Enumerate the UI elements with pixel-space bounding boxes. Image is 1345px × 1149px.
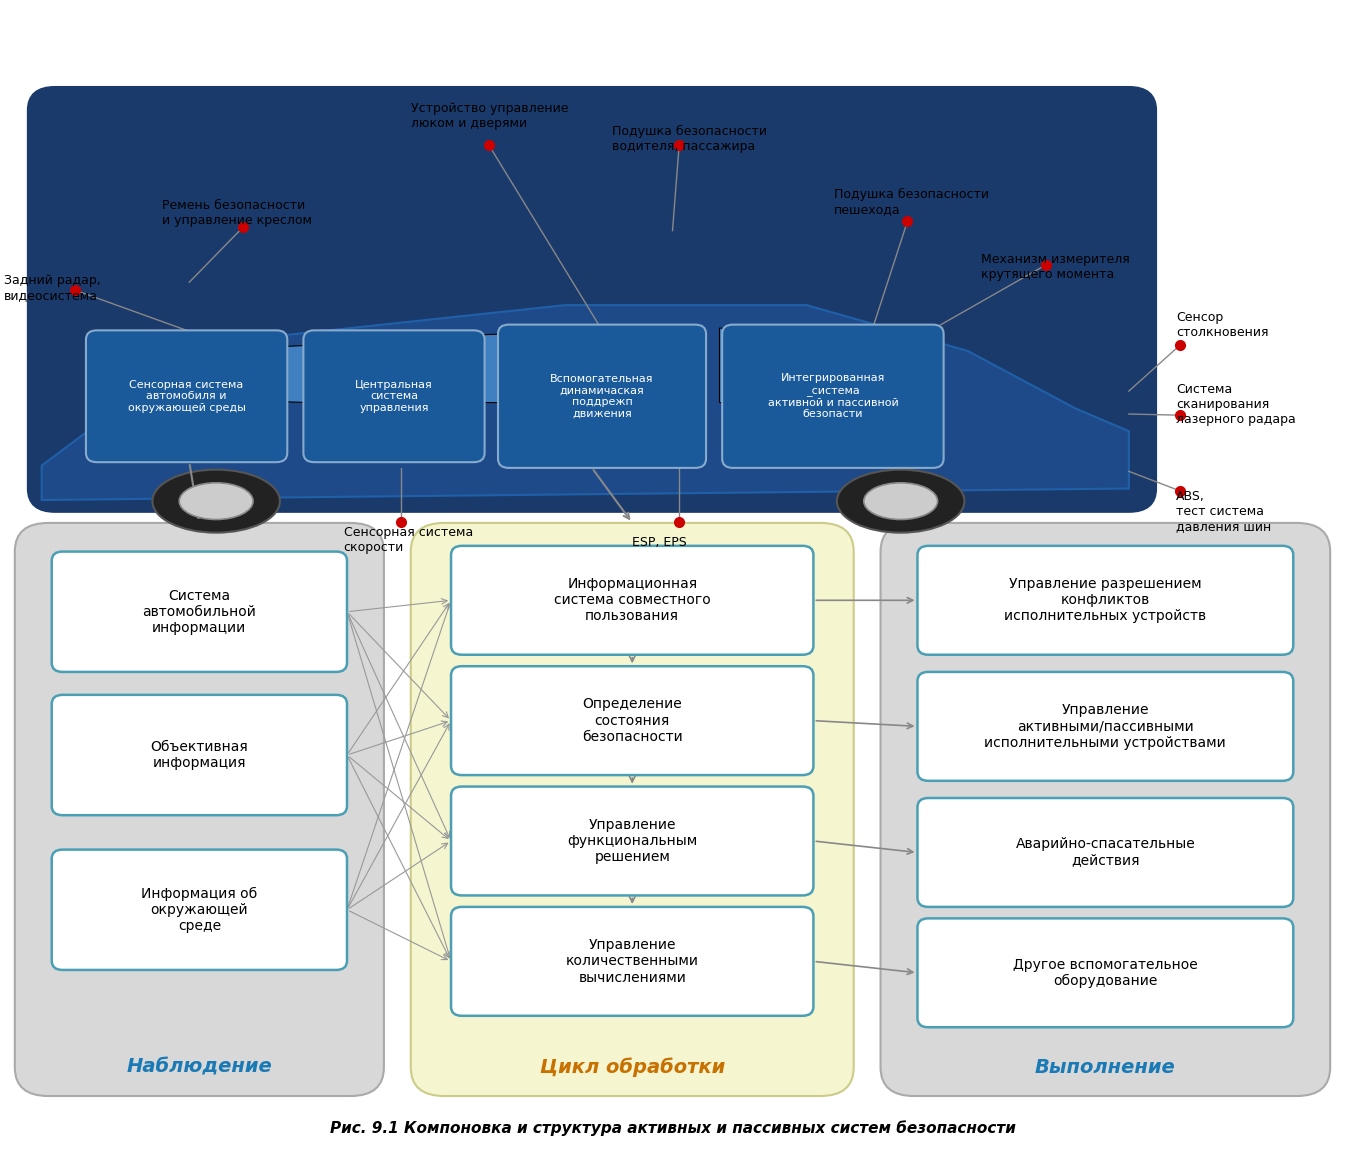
Text: Сенсор
столкновения: Сенсор столкновения <box>1176 310 1268 339</box>
Polygon shape <box>42 306 1128 500</box>
FancyBboxPatch shape <box>881 523 1330 1096</box>
FancyBboxPatch shape <box>451 546 814 655</box>
FancyBboxPatch shape <box>51 849 347 970</box>
FancyBboxPatch shape <box>410 523 854 1096</box>
Ellipse shape <box>179 483 253 519</box>
FancyBboxPatch shape <box>86 331 288 462</box>
Text: Устройство управление
люком и дверями: Устройство управление люком и дверями <box>410 102 569 130</box>
Text: ESP, EPS: ESP, EPS <box>632 535 687 549</box>
Text: Задний радар,
видеосистема: Задний радар, видеосистема <box>4 273 101 302</box>
Text: Рис. 9.1 Компоновка и структура активных и пассивных систем безопасности: Рис. 9.1 Компоновка и структура активных… <box>330 1120 1015 1136</box>
FancyBboxPatch shape <box>451 787 814 895</box>
FancyBboxPatch shape <box>304 331 484 462</box>
Polygon shape <box>331 334 511 402</box>
Text: Система
сканирования
лазерного радара: Система сканирования лазерного радара <box>1176 384 1295 426</box>
Polygon shape <box>720 329 915 402</box>
Text: Информационная
система совместного
пользования: Информационная система совместного польз… <box>554 577 710 624</box>
Text: Управление
активными/пассивными
исполнительными устройствами: Управление активными/пассивными исполнит… <box>985 703 1227 749</box>
FancyBboxPatch shape <box>451 907 814 1016</box>
FancyBboxPatch shape <box>51 695 347 815</box>
Text: Управление
функциональным
решением: Управление функциональным решением <box>568 818 697 864</box>
Text: Ремень безопасности
и управление креслом: Ремень безопасности и управление креслом <box>163 200 312 228</box>
Text: Другое вспомогательное
оборудование: Другое вспомогательное оборудование <box>1013 957 1198 988</box>
Text: Объективная
информация: Объективная информация <box>151 740 249 770</box>
Text: Сенсорная система
автомобиля и
окружающей среды: Сенсорная система автомобиля и окружающе… <box>128 379 246 412</box>
Text: Цикл обработки: Цикл обработки <box>539 1057 725 1077</box>
Text: Центральная
система
управления: Центральная система управления <box>355 379 433 412</box>
Text: Определение
состояния
безопасности: Определение состояния безопасности <box>582 697 683 743</box>
Text: Система
автомобильной
информации: Система автомобильной информации <box>143 588 257 635</box>
Text: Вспомогательная
динамичаская
поддрежп
движения: Вспомогательная динамичаская поддрежп дв… <box>550 373 654 418</box>
Text: Интегрированная
_система
активной и пассивной
безопасти: Интегрированная _система активной и пасс… <box>768 373 898 419</box>
FancyBboxPatch shape <box>15 523 383 1096</box>
Text: Наблюдение: Наблюдение <box>126 1058 272 1077</box>
FancyBboxPatch shape <box>498 325 706 468</box>
Ellipse shape <box>837 470 964 533</box>
Text: Аварийно-спасательные
действия: Аварийно-спасательные действия <box>1015 838 1196 867</box>
FancyBboxPatch shape <box>722 325 944 468</box>
FancyBboxPatch shape <box>917 799 1294 907</box>
FancyBboxPatch shape <box>917 672 1294 781</box>
Polygon shape <box>531 329 699 402</box>
Text: Сенсорная система
скорости: Сенсорная система скорости <box>344 526 473 554</box>
FancyBboxPatch shape <box>451 666 814 776</box>
Text: Информация об
окружающей
среде: Информация об окружающей среде <box>141 887 257 933</box>
FancyBboxPatch shape <box>28 87 1155 511</box>
Text: Механизм измерителя
крутящего момента: Механизм измерителя крутящего момента <box>982 253 1130 282</box>
Text: Управление
количественными
вычислениями: Управление количественными вычислениями <box>566 938 699 985</box>
Text: Подушка безопасности
пешехода: Подушка безопасности пешехода <box>834 188 989 216</box>
Text: Выполнение: Выполнение <box>1036 1058 1176 1077</box>
FancyBboxPatch shape <box>917 918 1294 1027</box>
Polygon shape <box>122 345 311 402</box>
Ellipse shape <box>863 483 937 519</box>
FancyBboxPatch shape <box>917 546 1294 655</box>
Text: ABS,
тест система
давления шин: ABS, тест система давления шин <box>1176 489 1271 533</box>
FancyBboxPatch shape <box>51 552 347 672</box>
Ellipse shape <box>152 470 280 533</box>
Text: Управление разрешением
конфликтов
исполнительных устройств: Управление разрешением конфликтов исполн… <box>1005 577 1206 624</box>
Text: Подушка безопасности
водителя, пассажира: Подушка безопасности водителя, пассажира <box>612 125 767 153</box>
